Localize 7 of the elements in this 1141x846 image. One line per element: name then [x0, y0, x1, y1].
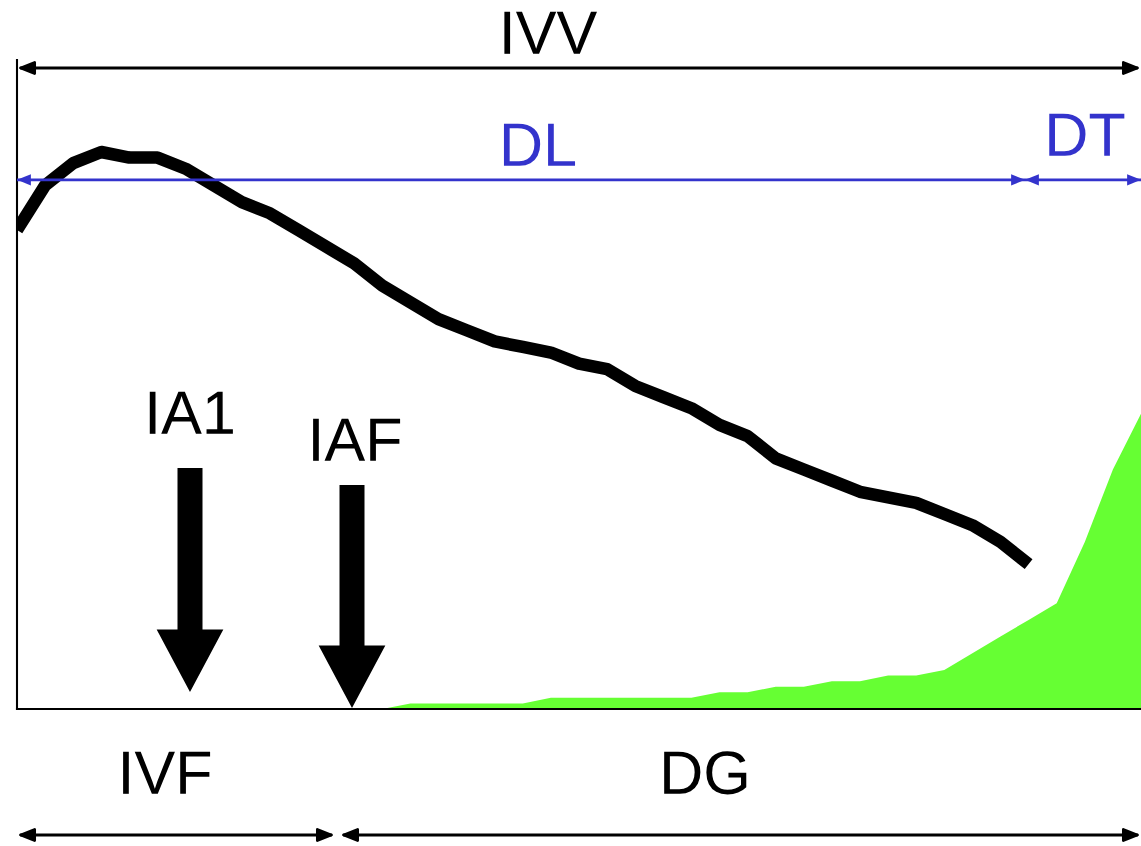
text: DG	[664, 751, 747, 795]
text: IVF	[123, 751, 211, 794]
text: IVV	[504, 11, 597, 54]
annotation: DT	[1049, 113, 1125, 156]
annotation: IAF	[313, 418, 401, 461]
annotation: IA1	[149, 391, 233, 434]
annotation: DL	[503, 123, 576, 166]
